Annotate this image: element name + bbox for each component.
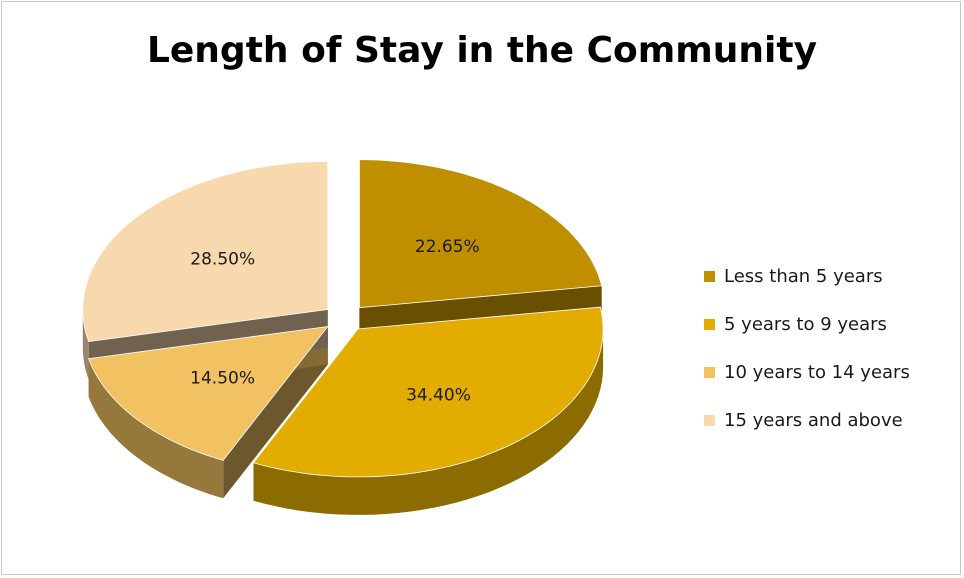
legend-item: Less than 5 years [704,252,910,300]
legend-swatch [704,270,715,282]
data-label-2: 14.50% [190,368,255,388]
legend-label: 5 years to 9 years [724,313,887,335]
chart-title: Length of Stay in the Community [146,30,818,71]
legend-item: 5 years to 9 years [704,300,910,348]
slice-wall-2-0 [223,326,328,499]
data-label-3: 28.50% [190,250,255,270]
slice-rim-1 [253,328,604,515]
legend-swatch [704,414,715,426]
slice-2 [88,325,329,461]
slice-rim-2 [88,358,224,499]
legend-label: 15 years and above [724,409,903,431]
legend-item: 15 years and above [704,396,910,444]
slice-0 [359,159,603,309]
legend-label: 10 years to 14 years [724,361,910,383]
slice-1 [252,306,604,478]
data-label-1: 34.40% [406,385,471,405]
legend-swatch [704,318,715,330]
slice-3 [82,161,329,343]
chart-legend: Less than 5 years 5 years to 9 years 10 ye… [704,252,910,444]
legend-swatch [704,366,715,378]
legend-item: 10 years to 14 years [704,348,910,396]
data-label-0: 22.65% [415,237,480,257]
legend-label: Less than 5 years [724,265,883,287]
